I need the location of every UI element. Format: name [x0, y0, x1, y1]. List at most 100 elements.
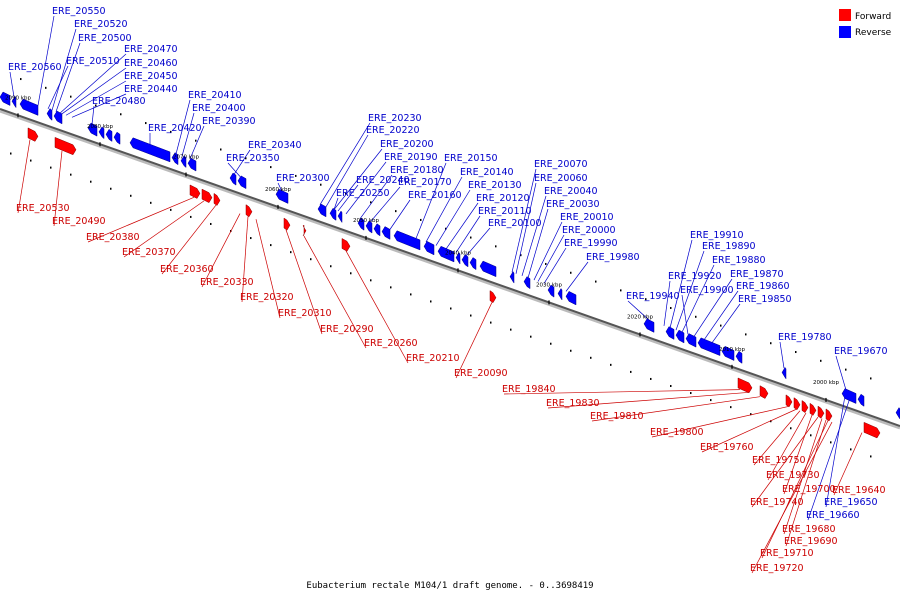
- gene-label[interactable]: ERE_20150: [444, 153, 498, 164]
- gene-label[interactable]: ERE_19890: [702, 241, 756, 252]
- gene-label[interactable]: ERE_20400: [192, 103, 246, 114]
- gene-label[interactable]: ERE_20560: [8, 62, 62, 73]
- gene-label[interactable]: ERE_20470: [124, 44, 178, 55]
- gene-label[interactable]: ERE_20060: [534, 173, 588, 184]
- minor-tick: [170, 208, 172, 211]
- gene-label[interactable]: ERE_19740: [750, 497, 804, 508]
- gene-label[interactable]: ERE_19750: [752, 455, 806, 466]
- gene-label[interactable]: ERE_20230: [368, 113, 422, 124]
- gene-label[interactable]: ERE_20520: [74, 19, 128, 30]
- gene-label[interactable]: ERE_20260: [364, 338, 418, 349]
- gene-label[interactable]: ERE_20090: [454, 368, 508, 379]
- gene-label[interactable]: ERE_20370: [122, 247, 176, 258]
- gene-label[interactable]: ERE_20390: [202, 116, 256, 127]
- gene-label[interactable]: ERE_20290: [320, 324, 374, 335]
- gene-label[interactable]: ERE_20000: [562, 225, 616, 236]
- gene-label[interactable]: ERE_20110: [478, 206, 532, 217]
- gene-label[interactable]: ERE_19670: [834, 346, 888, 357]
- gene-label[interactable]: ERE_19900: [680, 285, 734, 296]
- gene-label[interactable]: ERE_20170: [398, 177, 452, 188]
- gene-label[interactable]: ERE_19910: [690, 230, 744, 241]
- gene-label[interactable]: ERE_20350: [226, 153, 280, 164]
- gene-label[interactable]: ERE_20130: [468, 180, 522, 191]
- gene-label[interactable]: ERE_20300: [276, 173, 330, 184]
- gene-label[interactable]: ERE_20160: [408, 190, 462, 201]
- gene-label[interactable]: ERE_19700: [782, 484, 836, 495]
- gene-label[interactable]: ERE_20030: [546, 199, 600, 210]
- gene-label[interactable]: ERE_19720: [750, 563, 804, 574]
- leader-line: [53, 150, 63, 227]
- gene-label[interactable]: ERE_19710: [760, 548, 814, 559]
- reverse-gene: [19, 98, 39, 116]
- gene-label[interactable]: ERE_19850: [738, 294, 792, 305]
- gene-label[interactable]: ERE_20320: [240, 292, 294, 303]
- gene-label[interactable]: ERE_19640: [832, 485, 886, 496]
- gene-label[interactable]: ERE_19760: [700, 442, 754, 453]
- kbp-tick-label: 2060 kbp: [265, 187, 291, 193]
- gene-label[interactable]: ERE_20200: [380, 139, 434, 150]
- gene-label[interactable]: ERE_20210: [406, 353, 460, 364]
- gene-label[interactable]: ERE_20180: [390, 165, 444, 176]
- gene-label[interactable]: ERE_19650: [824, 497, 878, 508]
- gene-label[interactable]: ERE_19880: [712, 255, 766, 266]
- reverse-gene: [129, 137, 171, 163]
- gene-label[interactable]: ERE_20340: [248, 140, 302, 151]
- gene-label[interactable]: ERE_20140: [460, 167, 514, 178]
- forward-gene: [793, 397, 801, 411]
- kbp-tick-label: 2050 kbp: [353, 218, 379, 224]
- gene-label[interactable]: ERE_19940: [626, 291, 680, 302]
- gene-label[interactable]: ERE_20010: [560, 212, 614, 223]
- leader-line: [627, 300, 651, 322]
- gene-label[interactable]: ERE_20500: [78, 33, 132, 44]
- gene-label[interactable]: ERE_20070: [534, 159, 588, 170]
- gene-label[interactable]: ERE_19870: [730, 269, 784, 280]
- gene-label[interactable]: ERE_19840: [502, 384, 556, 395]
- gene-label[interactable]: ERE_20220: [366, 125, 420, 136]
- forward-gene: [302, 224, 307, 236]
- gene-label[interactable]: ERE_20120: [476, 193, 530, 204]
- gene-label[interactable]: ERE_19990: [564, 238, 618, 249]
- gene-label[interactable]: ERE_19680: [782, 524, 836, 535]
- gene-label[interactable]: ERE_19830: [546, 398, 600, 409]
- gene-label[interactable]: ERE_20360: [160, 264, 214, 275]
- forward-gene: [825, 408, 833, 422]
- gene-label[interactable]: ERE_19730: [766, 470, 820, 481]
- reverse-gene: [697, 337, 721, 356]
- gene-label[interactable]: ERE_20510: [66, 56, 120, 67]
- gene-label[interactable]: ERE_20250: [336, 188, 390, 199]
- gene-label[interactable]: ERE_19780: [778, 332, 832, 343]
- reverse-gene: [381, 226, 391, 240]
- kbp-tick-mark: [365, 235, 367, 240]
- forward-gene: [801, 400, 809, 413]
- gene-label[interactable]: ERE_20040: [544, 186, 598, 197]
- gene-label[interactable]: ERE_20490: [52, 216, 106, 227]
- reverse-gene: [365, 220, 373, 234]
- gene-label[interactable]: ERE_20440: [124, 84, 178, 95]
- gene-label[interactable]: ERE_19980: [586, 252, 640, 263]
- leader-line: [345, 250, 409, 364]
- gene-label[interactable]: ERE_19860: [736, 281, 790, 292]
- gene-label[interactable]: ERE_19800: [650, 427, 704, 438]
- gene-label[interactable]: ERE_20480: [92, 96, 146, 107]
- gene-label[interactable]: ERE_20330: [200, 277, 254, 288]
- gene-label[interactable]: ERE_19810: [590, 411, 644, 422]
- leader-line: [835, 355, 847, 391]
- gene-label[interactable]: ERE_20100: [488, 218, 542, 229]
- minor-tick: [750, 413, 752, 416]
- leader-line: [87, 197, 195, 243]
- gene-label[interactable]: ERE_20450: [124, 71, 178, 82]
- gene-label[interactable]: ERE_20420: [148, 123, 202, 134]
- gene-label[interactable]: ERE_20460: [124, 58, 178, 69]
- gene-label[interactable]: ERE_20380: [86, 232, 140, 243]
- gene-label[interactable]: ERE_20310: [278, 308, 332, 319]
- gene-label[interactable]: ERE_19920: [668, 271, 722, 282]
- gene-label[interactable]: ERE_20530: [16, 203, 70, 214]
- gene-label[interactable]: ERE_19690: [784, 536, 838, 547]
- gene-label[interactable]: ERE_19660: [806, 510, 860, 521]
- gene-label[interactable]: ERE_20240: [356, 175, 410, 186]
- gene-label[interactable]: ERE_20190: [384, 152, 438, 163]
- leader-line: [445, 202, 479, 250]
- leader-line: [415, 162, 447, 239]
- gene-label[interactable]: ERE_20410: [188, 90, 242, 101]
- gene-label[interactable]: ERE_20550: [52, 6, 106, 17]
